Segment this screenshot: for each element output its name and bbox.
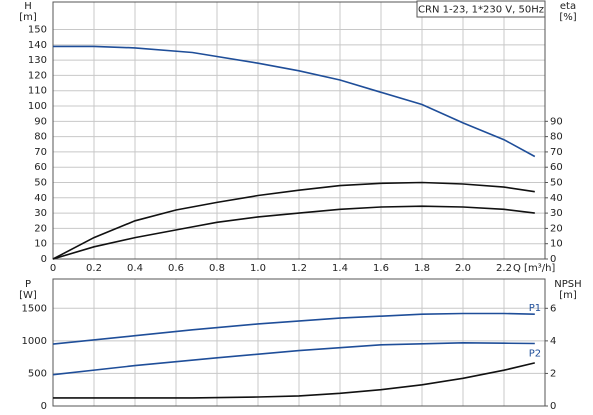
x-tick-label: 0 — [50, 263, 56, 274]
y2-tick-label: 20 — [550, 223, 563, 234]
x-tick-label: 1.4 — [332, 263, 348, 274]
x-tick-label: 1.6 — [373, 263, 389, 274]
y-axis-title: H — [24, 1, 32, 12]
x-tick-label: 0.4 — [127, 263, 143, 274]
x-tick-label: 0.8 — [209, 263, 225, 274]
curve — [53, 362, 535, 399]
y2-tick-label: 30 — [550, 208, 563, 219]
x-tick-label: 1.0 — [250, 263, 266, 274]
y-tick-label: 140 — [28, 40, 47, 51]
y-tick-label: 130 — [28, 55, 47, 66]
y2-tick-label: 50 — [550, 178, 563, 189]
y-axis-title: P — [25, 279, 31, 290]
y2-tick-label: 80 — [550, 132, 563, 143]
y2-tick-label: 0 — [550, 254, 556, 265]
y-tick-label: 0 — [41, 401, 47, 412]
y2-tick-label: 6 — [550, 303, 556, 314]
y-axis-unit: [W] — [19, 290, 37, 301]
y2-tick-label: 90 — [550, 116, 563, 127]
annotation-box — [416, 0, 546, 18]
y-tick-label: 150 — [28, 25, 47, 36]
y-tick-label: 1000 — [22, 336, 47, 347]
y-tick-label: 110 — [28, 86, 47, 97]
y-tick-label: 20 — [34, 223, 47, 234]
curve — [52, 181, 535, 260]
y2-axis-title: NPSH — [554, 279, 581, 290]
y-tick-label: 500 — [28, 368, 47, 379]
curve-label: P2 — [529, 348, 541, 359]
y2-axis-unit: [%] — [559, 12, 576, 23]
y2-tick-label: 70 — [550, 147, 563, 158]
x-tick-label: 0.2 — [86, 263, 102, 274]
y-tick-label: 80 — [34, 132, 47, 143]
y-axis-unit: [m] — [19, 12, 37, 23]
y-tick-label: 40 — [34, 193, 47, 204]
y-tick-label: 0 — [41, 254, 47, 265]
x-tick-label: 2.2 — [496, 263, 512, 274]
y-tick-label: 30 — [34, 208, 47, 219]
y2-axis-title: eta — [560, 1, 576, 12]
x-tick-label: 1.2 — [291, 263, 307, 274]
y-tick-label: 1500 — [22, 303, 47, 314]
x-tick-label: 2.0 — [455, 263, 471, 274]
curve-label: P1 — [529, 303, 541, 314]
y2-tick-label: 0 — [550, 401, 556, 412]
curve — [52, 205, 535, 260]
y-tick-label: 10 — [34, 239, 47, 250]
y2-tick-label: 4 — [550, 336, 556, 347]
x-axis-title: Q [m³/h] — [513, 263, 555, 274]
y-tick-label: 90 — [34, 116, 47, 127]
y-tick-label: 50 — [34, 178, 47, 189]
curve — [53, 45, 536, 158]
y-tick-label: 100 — [28, 101, 47, 112]
y2-tick-label: 40 — [550, 193, 563, 204]
y2-axis-unit: [m] — [559, 290, 577, 301]
annotation: CRN 1-23, 1*230 V, 50Hz — [418, 5, 544, 16]
y-tick-label: 60 — [34, 162, 47, 173]
x-tick-label: 0.6 — [168, 263, 184, 274]
curve — [52, 341, 535, 376]
x-tick-label: 1.8 — [414, 263, 430, 274]
plot-frame — [52, 278, 546, 407]
curve — [52, 312, 535, 345]
y2-tick-label: 10 — [550, 239, 563, 250]
y-tick-label: 120 — [28, 70, 47, 81]
y2-tick-label: 2 — [550, 368, 556, 379]
plot-frame — [52, 1, 546, 260]
y2-tick-label: 60 — [550, 162, 563, 173]
y-tick-label: 70 — [34, 147, 47, 158]
